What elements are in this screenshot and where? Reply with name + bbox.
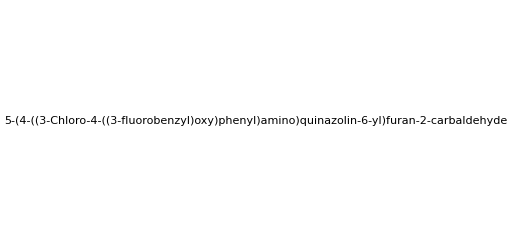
Text: 5-(4-((3-Chloro-4-((3-fluorobenzyl)oxy)phenyl)amino)quinazolin-6-yl)furan-2-carb: 5-(4-((3-Chloro-4-((3-fluorobenzyl)oxy)p… [5,116,507,126]
